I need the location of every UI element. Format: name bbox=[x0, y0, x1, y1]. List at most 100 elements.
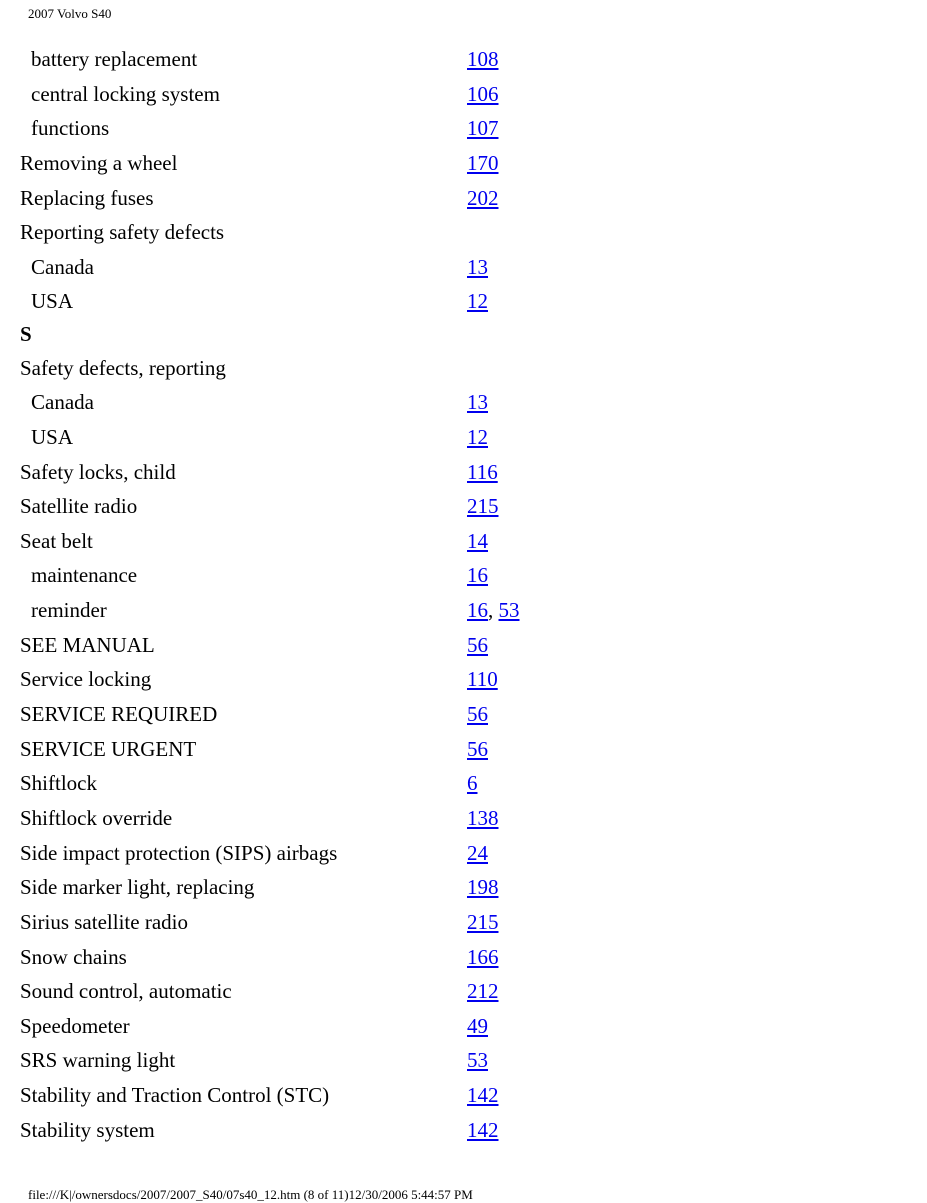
index-row: Shiftlock override138 bbox=[20, 801, 927, 836]
index-entry-pages: 142 bbox=[467, 1078, 927, 1113]
index-entry-label: SERVICE URGENT bbox=[20, 732, 467, 767]
index-entry-label: central locking system bbox=[20, 77, 467, 112]
index-entry-pages: 170 bbox=[467, 146, 927, 181]
page-link[interactable]: 166 bbox=[467, 945, 499, 969]
page-link[interactable]: 56 bbox=[467, 737, 488, 761]
index-entry-label: SERVICE REQUIRED bbox=[20, 697, 467, 732]
index-entry-label: reminder bbox=[20, 593, 467, 628]
page-link[interactable]: 142 bbox=[467, 1118, 499, 1142]
index-row: Reporting safety defects bbox=[20, 215, 927, 250]
index-entry-label: Shiftlock bbox=[20, 766, 467, 801]
page-link[interactable]: 56 bbox=[467, 633, 488, 657]
index-entry-label: Snow chains bbox=[20, 940, 467, 975]
section-heading: S bbox=[20, 319, 467, 351]
index-entry-label: Removing a wheel bbox=[20, 146, 467, 181]
index-entry-pages: 215 bbox=[467, 905, 927, 940]
page-link[interactable]: 6 bbox=[467, 771, 478, 795]
page-link[interactable]: 12 bbox=[467, 289, 488, 313]
index-entry-label: Replacing fuses bbox=[20, 181, 467, 216]
index-entry-label: SEE MANUAL bbox=[20, 628, 467, 663]
page-link[interactable]: 107 bbox=[467, 116, 499, 140]
index-entry-pages: 116 bbox=[467, 455, 927, 490]
index-row: Speedometer49 bbox=[20, 1009, 927, 1044]
index-entry-label: Sound control, automatic bbox=[20, 974, 467, 1009]
page-link[interactable]: 108 bbox=[467, 47, 499, 71]
page-footer: file:///K|/ownersdocs/2007/2007_S40/07s4… bbox=[0, 1187, 927, 1203]
index-entry-pages: 16 bbox=[467, 558, 927, 593]
index-entry-label: Sirius satellite radio bbox=[20, 905, 467, 940]
page-link[interactable]: 16 bbox=[467, 598, 488, 622]
index-row: Seat belt14 bbox=[20, 524, 927, 559]
index-row: battery replacement108 bbox=[20, 42, 927, 77]
page-link[interactable]: 53 bbox=[467, 1048, 488, 1072]
page-link[interactable]: 202 bbox=[467, 186, 499, 210]
index-entry-label: Stability and Traction Control (STC) bbox=[20, 1078, 467, 1113]
page-link[interactable]: 24 bbox=[467, 841, 488, 865]
index-row: Side impact protection (SIPS) airbags24 bbox=[20, 836, 927, 871]
page-link[interactable]: 198 bbox=[467, 875, 499, 899]
page-link[interactable]: 13 bbox=[467, 255, 488, 279]
page-link[interactable]: 16 bbox=[467, 563, 488, 587]
index-entry-pages: 198 bbox=[467, 870, 927, 905]
index-entry-pages: 212 bbox=[467, 974, 927, 1009]
index-entry-label: Speedometer bbox=[20, 1009, 467, 1044]
index-entry-pages: 12 bbox=[467, 420, 927, 455]
index-entry-label: SRS warning light bbox=[20, 1043, 467, 1078]
index-row: central locking system106 bbox=[20, 77, 927, 112]
page-link[interactable]: 49 bbox=[467, 1014, 488, 1038]
index-entry-pages: 16, 53 bbox=[467, 593, 927, 628]
page-link[interactable]: 12 bbox=[467, 425, 488, 449]
index-entry-pages: 56 bbox=[467, 732, 927, 767]
page-link[interactable]: 106 bbox=[467, 82, 499, 106]
page-link[interactable]: 170 bbox=[467, 151, 499, 175]
index-row: SRS warning light53 bbox=[20, 1043, 927, 1078]
index-entry-label: Safety defects, reporting bbox=[20, 351, 467, 386]
index-row: SERVICE REQUIRED56 bbox=[20, 697, 927, 732]
page-link[interactable]: 215 bbox=[467, 910, 499, 934]
index-entry-pages: 13 bbox=[467, 250, 927, 285]
index-entry-pages: 56 bbox=[467, 628, 927, 663]
index-entry-label: USA bbox=[20, 420, 467, 455]
page-link[interactable]: 14 bbox=[467, 529, 488, 553]
index-entry-label: Side impact protection (SIPS) airbags bbox=[20, 836, 467, 871]
index-entry-label: USA bbox=[20, 284, 467, 319]
index-entry-pages bbox=[467, 215, 927, 250]
index-entry-pages: 13 bbox=[467, 385, 927, 420]
page-link[interactable]: 53 bbox=[499, 598, 520, 622]
index-entry-label: Service locking bbox=[20, 662, 467, 697]
index-row: Replacing fuses202 bbox=[20, 181, 927, 216]
index-entry-pages: 56 bbox=[467, 697, 927, 732]
index-row: SEE MANUAL56 bbox=[20, 628, 927, 663]
index-row: Snow chains166 bbox=[20, 940, 927, 975]
index-row: Sirius satellite radio215 bbox=[20, 905, 927, 940]
page-link[interactable]: 138 bbox=[467, 806, 499, 830]
index-entry-pages: 106 bbox=[467, 77, 927, 112]
index-row: functions107 bbox=[20, 111, 927, 146]
page-link[interactable]: 212 bbox=[467, 979, 499, 1003]
index-entry-label: functions bbox=[20, 111, 467, 146]
index-row: SERVICE URGENT56 bbox=[20, 732, 927, 767]
index-row: Side marker light, replacing198 bbox=[20, 870, 927, 905]
index-entry-label: Side marker light, replacing bbox=[20, 870, 467, 905]
index-entry-pages: 6 bbox=[467, 766, 927, 801]
index-entry-pages: 53 bbox=[467, 1043, 927, 1078]
index-entry-pages: 49 bbox=[467, 1009, 927, 1044]
page-link[interactable]: 56 bbox=[467, 702, 488, 726]
index-entry-label: Seat belt bbox=[20, 524, 467, 559]
index-entry-pages: 215 bbox=[467, 489, 927, 524]
index-row: Removing a wheel170 bbox=[20, 146, 927, 181]
page-link[interactable]: 116 bbox=[467, 460, 498, 484]
index-row: Canada13 bbox=[20, 250, 927, 285]
index-content: battery replacement108central locking sy… bbox=[0, 22, 927, 1187]
page-link[interactable]: 215 bbox=[467, 494, 499, 518]
page-header: 2007 Volvo S40 bbox=[0, 0, 927, 22]
index-row: reminder16, 53 bbox=[20, 593, 927, 628]
page-link[interactable]: 142 bbox=[467, 1083, 499, 1107]
index-entry-pages: 108 bbox=[467, 42, 927, 77]
index-entry-pages: 12 bbox=[467, 284, 927, 319]
index-row: Stability and Traction Control (STC)142 bbox=[20, 1078, 927, 1113]
page-link[interactable]: 110 bbox=[467, 667, 498, 691]
page-separator: , bbox=[488, 598, 499, 622]
page-link[interactable]: 13 bbox=[467, 390, 488, 414]
index-row: Service locking110 bbox=[20, 662, 927, 697]
